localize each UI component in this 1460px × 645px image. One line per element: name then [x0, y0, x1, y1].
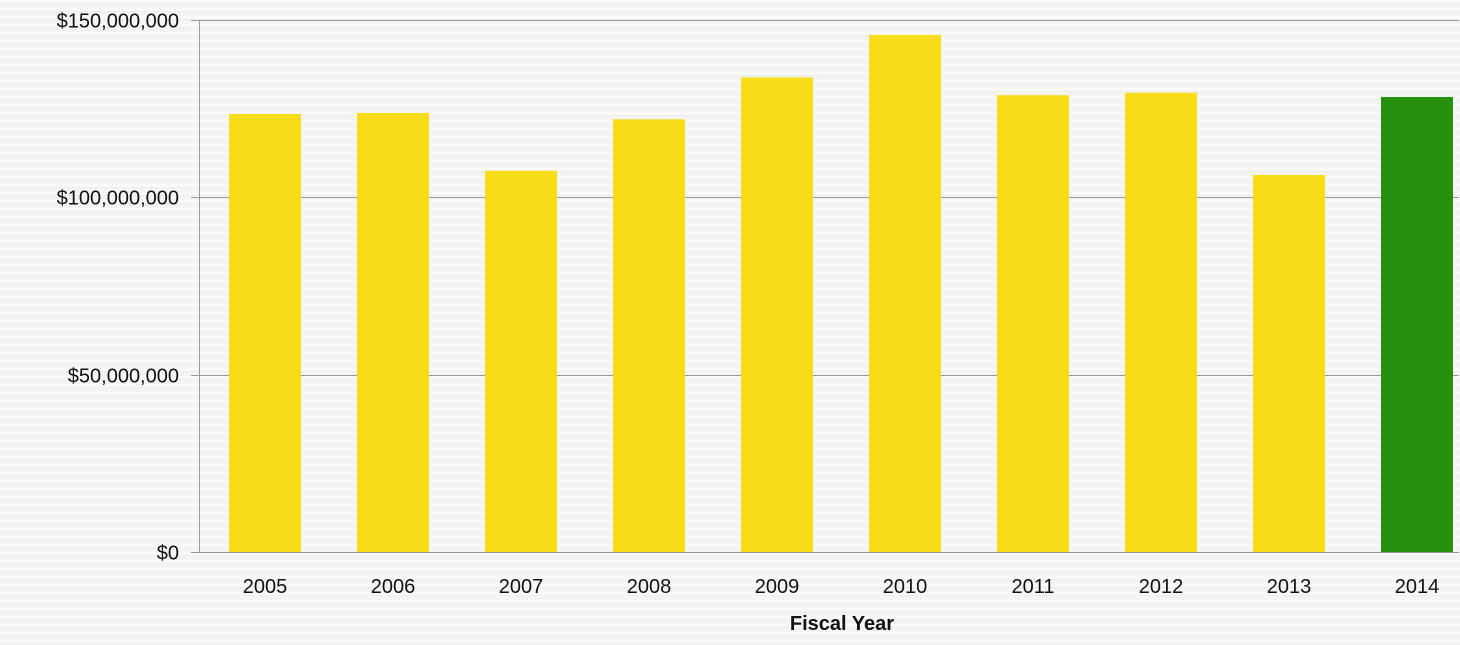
bars	[229, 34, 1453, 553]
bar-2008	[613, 119, 685, 552]
bar-2012	[1125, 92, 1197, 552]
y-tick-labels: $0 $50,000,000 $100,000,000 $150,000,000	[57, 11, 179, 565]
x-tick-label: 2013	[1267, 576, 1312, 598]
x-axis-title: Fiscal Year	[790, 613, 894, 635]
bar-2005	[229, 113, 301, 552]
x-tick-label: 2007	[499, 576, 544, 598]
x-tick-label: 2009	[755, 576, 800, 598]
x-tick-label: 2011	[1011, 576, 1054, 598]
y-tick-label: $100,000,000	[57, 188, 179, 210]
y-tick-label: $150,000,000	[57, 11, 179, 33]
x-tick-label: 2005	[243, 576, 288, 598]
x-tick-labels: 2005 2006 2007 2008 2009 2010 2011 2012 2013 2014	[243, 576, 1440, 598]
bar-2014	[1381, 96, 1453, 552]
x-tick-label: 2010	[883, 576, 928, 598]
x-tick-label: 2014	[1395, 576, 1440, 598]
axes	[191, 20, 1459, 553]
y-tick-label: $0	[157, 543, 179, 565]
y-tick-label: $50,000,000	[68, 366, 179, 388]
bar-2013	[1253, 174, 1325, 553]
bar-2009	[741, 77, 813, 553]
bar-2010	[869, 34, 941, 553]
bar-2006	[357, 112, 429, 552]
bar-2007	[485, 170, 557, 552]
x-tick-label: 2006	[371, 576, 416, 598]
x-tick-label: 2012	[1139, 576, 1184, 598]
bar-2011	[997, 95, 1069, 552]
x-tick-label: 2008	[627, 576, 672, 598]
